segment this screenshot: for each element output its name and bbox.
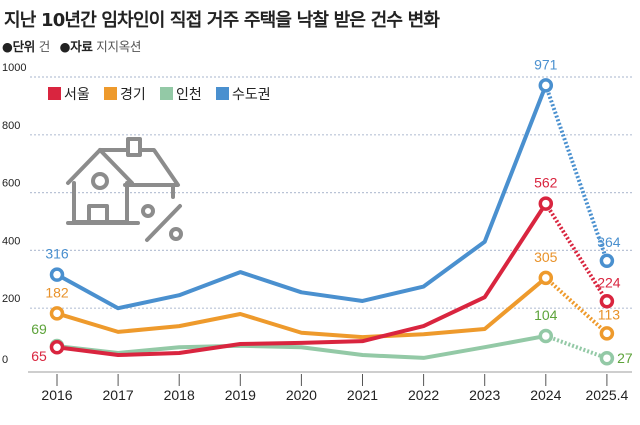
- data-label: 113: [598, 306, 621, 322]
- data-label: 364: [597, 234, 621, 250]
- x-tick-label: 2020: [286, 387, 317, 403]
- data-point: [538, 78, 554, 93]
- data-label: 182: [45, 284, 69, 300]
- legend-label: 서울: [64, 87, 90, 103]
- data-point: [49, 267, 65, 282]
- unit-label: ●단위: [2, 39, 36, 54]
- data-point: [599, 326, 615, 341]
- x-tick-label: 2023: [469, 387, 500, 403]
- legend-swatch: [216, 87, 229, 100]
- data-label: 27: [617, 350, 633, 366]
- data-label: 316: [45, 246, 69, 262]
- series-projection-line: [544, 202, 609, 303]
- x-tick-label: 2018: [164, 387, 195, 403]
- legend-swatch: [160, 87, 173, 100]
- data-point: [599, 350, 615, 366]
- legend-label: 인천: [176, 87, 202, 103]
- legend-item-3: 인천: [160, 87, 202, 103]
- legend-item-1: 서울: [48, 87, 90, 103]
- data-label: 562: [534, 175, 558, 191]
- legend-item-4: 수도권: [216, 87, 271, 103]
- series-line-수도권: [56, 84, 548, 311]
- y-tick-label: 400: [2, 235, 20, 247]
- chart-title: 지난 10년간 임차인이 직접 거주 주택을 낙찰 받은 건수 변화: [4, 10, 440, 31]
- x-tick-label: 2022: [408, 387, 439, 403]
- legend-item-2: 경기: [104, 87, 146, 103]
- data-point: [538, 270, 554, 286]
- data-label: 69: [31, 321, 47, 337]
- x-tick-label: 2021: [347, 387, 378, 403]
- data-label: 104: [534, 307, 558, 323]
- data-point: [599, 294, 615, 309]
- legend-label: 경기: [120, 87, 146, 103]
- y-tick-label: 800: [2, 120, 20, 132]
- data-point: [599, 253, 615, 269]
- house-percent-icon: [66, 137, 183, 242]
- y-tick-label: 200: [2, 293, 20, 305]
- series-projection-line: [544, 276, 609, 335]
- data-point: [49, 339, 65, 355]
- data-point: [538, 328, 554, 344]
- source-label: ●자료: [59, 39, 93, 54]
- chart-meta: ●단위 건 ●자료 지지옥션: [2, 36, 147, 55]
- x-tick-label: 2025.4: [585, 387, 628, 403]
- unit-value: 건: [38, 39, 51, 54]
- x-tick-label: 2019: [225, 387, 256, 403]
- data-label: 971: [534, 56, 558, 72]
- series-line-서울: [56, 202, 548, 358]
- data-point: [538, 196, 554, 211]
- x-tick-label: 2024: [530, 387, 561, 403]
- y-tick-label: 0: [2, 354, 8, 366]
- source-value: 지지옥션: [96, 39, 142, 54]
- data-label: 224: [597, 274, 621, 290]
- y-tick-label: 1000: [2, 62, 26, 74]
- series-projection-line: [545, 334, 608, 361]
- series-projection-line: [543, 84, 609, 262]
- data-label: 65: [31, 348, 47, 364]
- y-tick-label: 600: [2, 178, 20, 190]
- legend-swatch: [48, 87, 61, 100]
- data-label: 305: [534, 249, 558, 265]
- x-tick-label: 2017: [103, 387, 134, 403]
- x-tick-label: 2016: [41, 387, 72, 403]
- data-point: [49, 306, 65, 321]
- legend-swatch: [104, 87, 117, 100]
- series-line-인천: [56, 333, 547, 360]
- series-line-경기: [56, 276, 548, 340]
- legend-label: 수도권: [232, 87, 271, 103]
